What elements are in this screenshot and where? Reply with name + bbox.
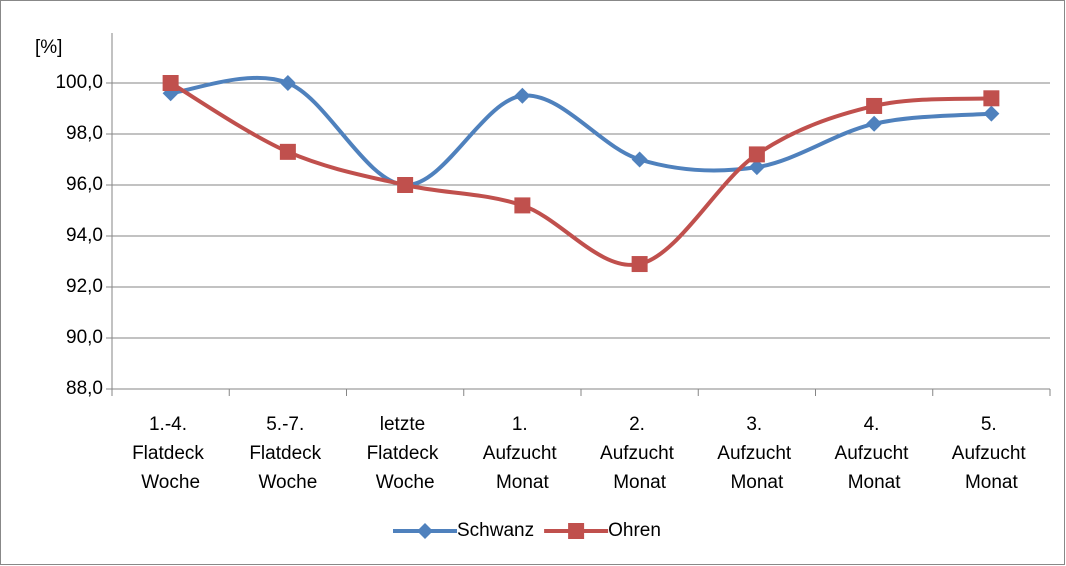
legend-label: Ohren	[608, 520, 661, 541]
x-tick-label: 4. Aufzucht Monat	[835, 414, 914, 493]
marker	[397, 177, 414, 193]
marker	[983, 105, 1000, 122]
x-tick-label: 5. Aufzucht Monat	[952, 414, 1031, 493]
marker	[162, 75, 179, 91]
x-tick-label: 3. Aufzucht Monat	[717, 414, 796, 493]
x-tick-label: 2. Aufzucht Monat	[600, 414, 679, 493]
x-tick-label: 1. Aufzucht Monat	[483, 414, 562, 493]
marker	[279, 143, 296, 160]
marker	[866, 97, 883, 114]
x-tick-label: 1.-4. Flatdeck Woche	[132, 414, 209, 493]
y-tick-label: 98,0	[66, 123, 103, 144]
marker	[514, 197, 531, 214]
y-tick-label: 100,0	[55, 72, 103, 93]
marker	[514, 87, 531, 104]
y-tick-label: 94,0	[66, 225, 103, 246]
legend-marker	[568, 523, 585, 539]
x-tick-label: letzte Flatdeck Woche	[367, 414, 444, 493]
marker	[866, 115, 883, 132]
marker	[631, 151, 648, 168]
y-tick-label: 96,0	[66, 174, 103, 195]
marker	[983, 90, 1000, 107]
y-axis-label: [%]	[35, 37, 62, 58]
series-line	[170, 75, 992, 188]
legend-label: Schwanz	[457, 520, 534, 541]
legend-marker	[417, 523, 433, 539]
marker	[631, 256, 648, 273]
y-tick-label: 90,0	[66, 327, 103, 348]
marker	[279, 75, 296, 91]
x-tick-label: 5.-7. Flatdeck Woche	[249, 414, 326, 493]
y-tick-label: 88,0	[66, 378, 103, 399]
marker	[748, 146, 765, 163]
marker	[748, 159, 765, 176]
y-tick-label: 92,0	[66, 276, 103, 297]
series-line	[169, 81, 992, 267]
